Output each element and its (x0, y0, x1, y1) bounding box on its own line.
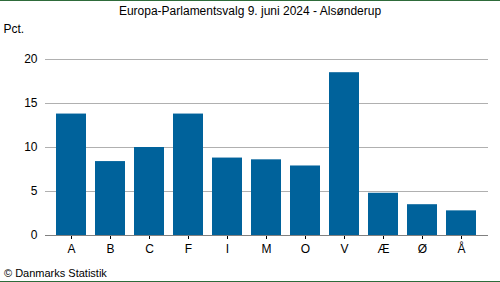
svg-text:5: 5 (31, 184, 38, 198)
svg-text:V: V (340, 242, 348, 256)
svg-text:Pct.: Pct. (4, 22, 25, 36)
svg-text:I: I (226, 242, 229, 256)
svg-text:15: 15 (24, 96, 38, 110)
svg-text:20: 20 (24, 52, 38, 66)
svg-text:F: F (185, 242, 192, 256)
svg-text:M: M (262, 242, 272, 256)
svg-text:A: A (67, 242, 75, 256)
svg-text:10: 10 (24, 140, 38, 154)
svg-text:Å: Å (457, 241, 465, 256)
svg-text:O: O (301, 242, 310, 256)
html-text:Europa-Parlamentsvalg 9. juni: Europa-Parlamentsvalg 9. juni 2024 - Als… (118, 4, 382, 18)
svg-text:Æ: Æ (378, 242, 390, 256)
svg-text:Ø: Ø (418, 242, 427, 256)
svg-text:B: B (106, 242, 114, 256)
svg-text:C: C (145, 242, 154, 256)
html-text:© Danmarks Statistik: © Danmarks Statistik (4, 267, 107, 279)
svg-text:0: 0 (31, 228, 38, 242)
